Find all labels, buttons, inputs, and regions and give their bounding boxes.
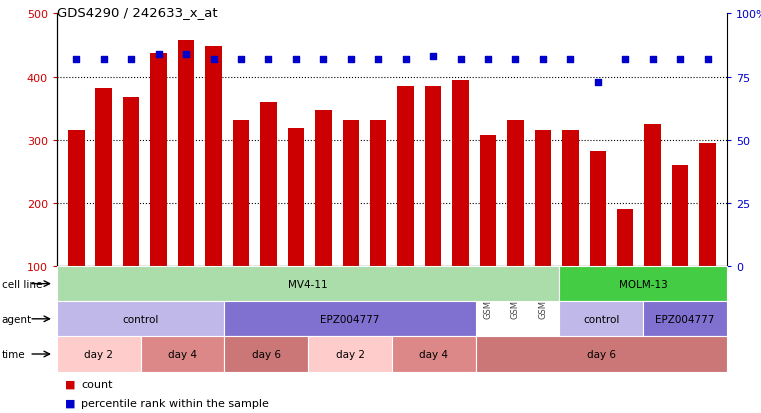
Text: control: control (583, 314, 619, 324)
Point (97, 57, 110, 63)
Text: day 6: day 6 (587, 349, 616, 359)
Bar (288, 129, 304, 329)
Point (427, 54, 439, 61)
Text: control: control (123, 314, 159, 324)
Point (345, 57, 357, 63)
Point (454, 57, 466, 63)
Bar (672, 166, 689, 329)
Point (235, 57, 247, 63)
Point (647, 57, 659, 63)
Bar (68, 131, 84, 329)
Text: agent: agent (2, 314, 32, 324)
Point (290, 57, 302, 63)
Text: ■: ■ (65, 379, 75, 389)
Text: EPZ004777: EPZ004777 (320, 314, 380, 324)
Text: MOLM-13: MOLM-13 (619, 279, 667, 289)
Point (482, 57, 494, 63)
Bar (590, 152, 606, 329)
Text: day 4: day 4 (168, 349, 197, 359)
Point (180, 52, 193, 58)
Bar (507, 120, 524, 329)
Text: day 2: day 2 (336, 349, 365, 359)
Point (591, 79, 603, 86)
Bar (645, 125, 661, 329)
Text: time: time (2, 349, 25, 359)
Point (372, 57, 384, 63)
Point (70, 57, 82, 63)
Bar (95, 89, 112, 329)
Bar (260, 102, 277, 329)
Point (537, 57, 549, 63)
Point (674, 57, 686, 63)
Point (400, 57, 412, 63)
Text: cell line: cell line (2, 279, 42, 289)
Point (702, 57, 714, 63)
Text: day 2: day 2 (84, 349, 113, 359)
Point (152, 52, 164, 58)
Bar (233, 120, 249, 329)
Text: percentile rank within the sample: percentile rank within the sample (81, 398, 269, 408)
Bar (562, 131, 578, 329)
Text: GDS4290 / 242633_x_at: GDS4290 / 242633_x_at (57, 6, 218, 19)
Bar (178, 41, 194, 329)
Point (263, 57, 275, 63)
Bar (151, 54, 167, 329)
Point (317, 57, 330, 63)
Text: count: count (81, 379, 113, 389)
Text: EPZ004777: EPZ004777 (655, 314, 715, 324)
Bar (479, 136, 496, 329)
Bar (123, 97, 139, 329)
Bar (370, 120, 387, 329)
Point (619, 57, 632, 63)
Bar (452, 81, 469, 329)
Bar (315, 111, 332, 329)
Text: ■: ■ (65, 398, 75, 408)
Point (125, 57, 137, 63)
Bar (535, 131, 551, 329)
Bar (699, 144, 716, 329)
Point (564, 57, 576, 63)
Point (208, 57, 220, 63)
Bar (617, 210, 633, 329)
Text: day 6: day 6 (252, 349, 281, 359)
Bar (342, 120, 359, 329)
Point (509, 57, 521, 63)
Text: MV4-11: MV4-11 (288, 279, 328, 289)
Bar (397, 87, 414, 329)
Text: day 4: day 4 (419, 349, 448, 359)
Bar (425, 87, 441, 329)
Bar (205, 47, 221, 329)
